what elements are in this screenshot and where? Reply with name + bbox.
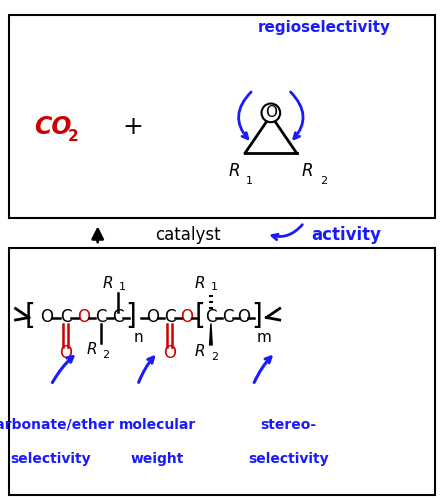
Text: selectivity: selectivity xyxy=(11,452,91,466)
Text: activity: activity xyxy=(311,226,381,244)
Text: C: C xyxy=(112,308,123,326)
Text: C: C xyxy=(164,308,175,326)
Text: R: R xyxy=(194,276,205,291)
Text: m: m xyxy=(256,330,271,345)
Text: 2: 2 xyxy=(102,350,109,360)
Text: O: O xyxy=(163,344,176,362)
Text: 2: 2 xyxy=(68,129,79,144)
Text: O: O xyxy=(77,308,91,326)
Text: O: O xyxy=(180,308,194,326)
Text: R: R xyxy=(86,342,97,357)
Text: weight: weight xyxy=(131,452,184,466)
Text: CO: CO xyxy=(35,116,72,140)
Text: 1: 1 xyxy=(119,282,126,292)
Text: C: C xyxy=(222,308,234,326)
Text: R: R xyxy=(302,162,313,180)
Text: O: O xyxy=(237,308,250,326)
Text: C: C xyxy=(205,308,217,326)
Text: n: n xyxy=(134,330,143,345)
Text: R: R xyxy=(228,162,240,180)
Text: R: R xyxy=(194,344,205,359)
Text: C: C xyxy=(60,308,71,326)
Text: [: [ xyxy=(25,302,36,330)
Text: O: O xyxy=(146,308,159,326)
Bar xyxy=(9,15,435,218)
Text: carbonate/ether: carbonate/ether xyxy=(0,418,115,432)
Text: 1: 1 xyxy=(246,176,253,186)
Text: O: O xyxy=(59,344,72,362)
Text: O: O xyxy=(265,106,277,120)
Text: ]: ] xyxy=(126,302,136,330)
Text: 2: 2 xyxy=(321,176,328,186)
Bar xyxy=(9,248,435,495)
Text: C: C xyxy=(95,308,107,326)
Text: regioselectivity: regioselectivity xyxy=(258,20,391,35)
Text: catalyst: catalyst xyxy=(155,226,221,244)
Polygon shape xyxy=(210,324,212,345)
Text: O: O xyxy=(40,308,53,326)
Text: ]: ] xyxy=(251,302,262,330)
Text: stereo-: stereo- xyxy=(261,418,317,432)
Text: 2: 2 xyxy=(211,352,218,362)
Text: +: + xyxy=(123,116,144,140)
Text: 1: 1 xyxy=(211,282,218,292)
Text: selectivity: selectivity xyxy=(248,452,329,466)
Text: R: R xyxy=(103,276,113,291)
Text: molecular: molecular xyxy=(119,418,196,432)
Text: [: [ xyxy=(194,302,205,330)
